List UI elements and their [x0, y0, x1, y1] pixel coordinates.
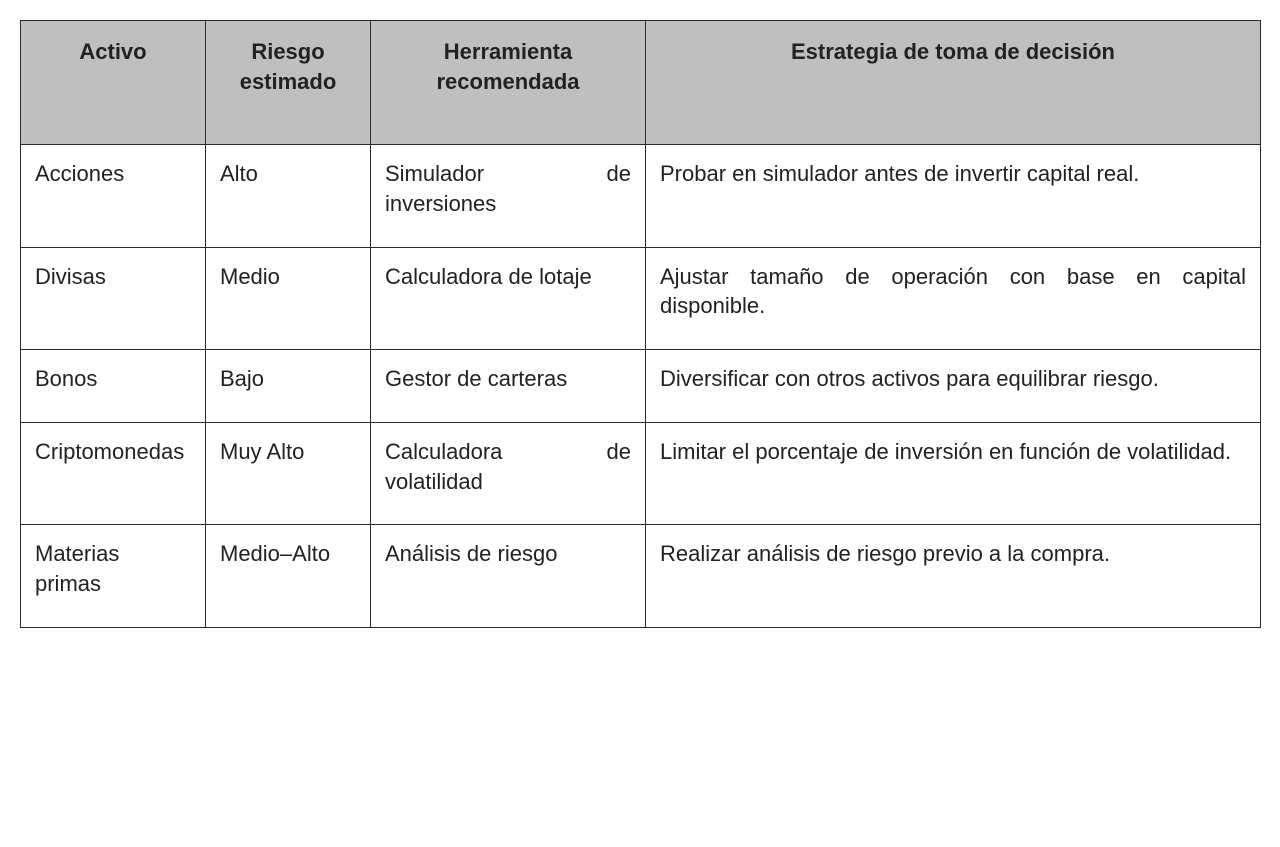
table-header-row: Activo Riesgo estimado Herramienta recom… — [21, 21, 1261, 145]
col-header-asset: Activo — [21, 21, 206, 145]
cell-tool: Calculadora de volatilidad — [371, 422, 646, 524]
cell-tool: Simulador de inversiones — [371, 145, 646, 247]
cell-asset: Bonos — [21, 350, 206, 423]
table-row: Acciones Alto Simulador de inversiones P… — [21, 145, 1261, 247]
cell-strategy: Ajustar tamaño de operación con base en … — [646, 247, 1261, 349]
cell-risk: Medio–Alto — [206, 525, 371, 627]
col-header-risk: Riesgo estimado — [206, 21, 371, 145]
cell-asset: Divisas — [21, 247, 206, 349]
investment-strategy-table: Activo Riesgo estimado Herramienta recom… — [20, 20, 1261, 628]
cell-risk: Alto — [206, 145, 371, 247]
cell-tool: Calculadora de lotaje — [371, 247, 646, 349]
table-row: Criptomonedas Muy Alto Calculadora de vo… — [21, 422, 1261, 524]
cell-tool: Gestor de carteras — [371, 350, 646, 423]
cell-risk: Muy Alto — [206, 422, 371, 524]
table-row: Bonos Bajo Gestor de carteras Diversific… — [21, 350, 1261, 423]
table-row: Divisas Medio Calculadora de lotaje Ajus… — [21, 247, 1261, 349]
table-row: Materias primas Medio–Alto Análisis de r… — [21, 525, 1261, 627]
cell-asset: Criptomonedas — [21, 422, 206, 524]
cell-risk: Bajo — [206, 350, 371, 423]
cell-asset: Materias primas — [21, 525, 206, 627]
cell-risk: Medio — [206, 247, 371, 349]
cell-strategy: Realizar análisis de riesgo previo a la … — [646, 525, 1261, 627]
cell-strategy: Limitar el porcentaje de inversión en fu… — [646, 422, 1261, 524]
cell-strategy: Probar en simulador antes de invertir ca… — [646, 145, 1261, 247]
cell-strategy: Diversificar con otros activos para equi… — [646, 350, 1261, 423]
cell-tool: Análisis de riesgo — [371, 525, 646, 627]
col-header-strategy: Estrategia de toma de decisión — [646, 21, 1261, 145]
col-header-tool: Herramienta recomendada — [371, 21, 646, 145]
cell-asset: Acciones — [21, 145, 206, 247]
